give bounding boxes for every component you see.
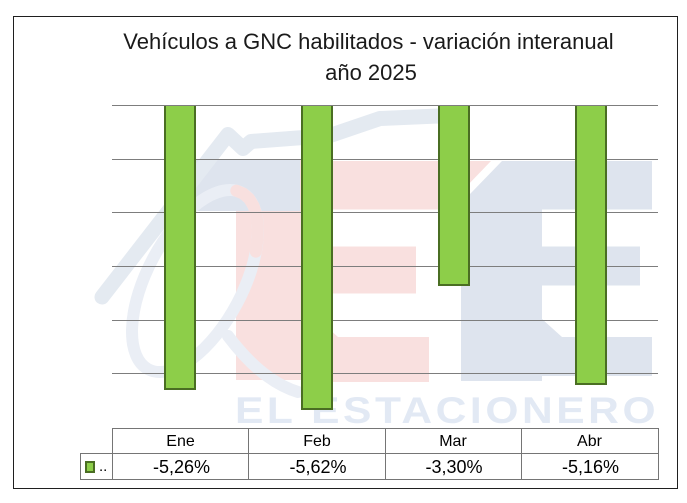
svg-text:EL ESTACIONERO: EL ESTACIONERO [235,391,659,432]
